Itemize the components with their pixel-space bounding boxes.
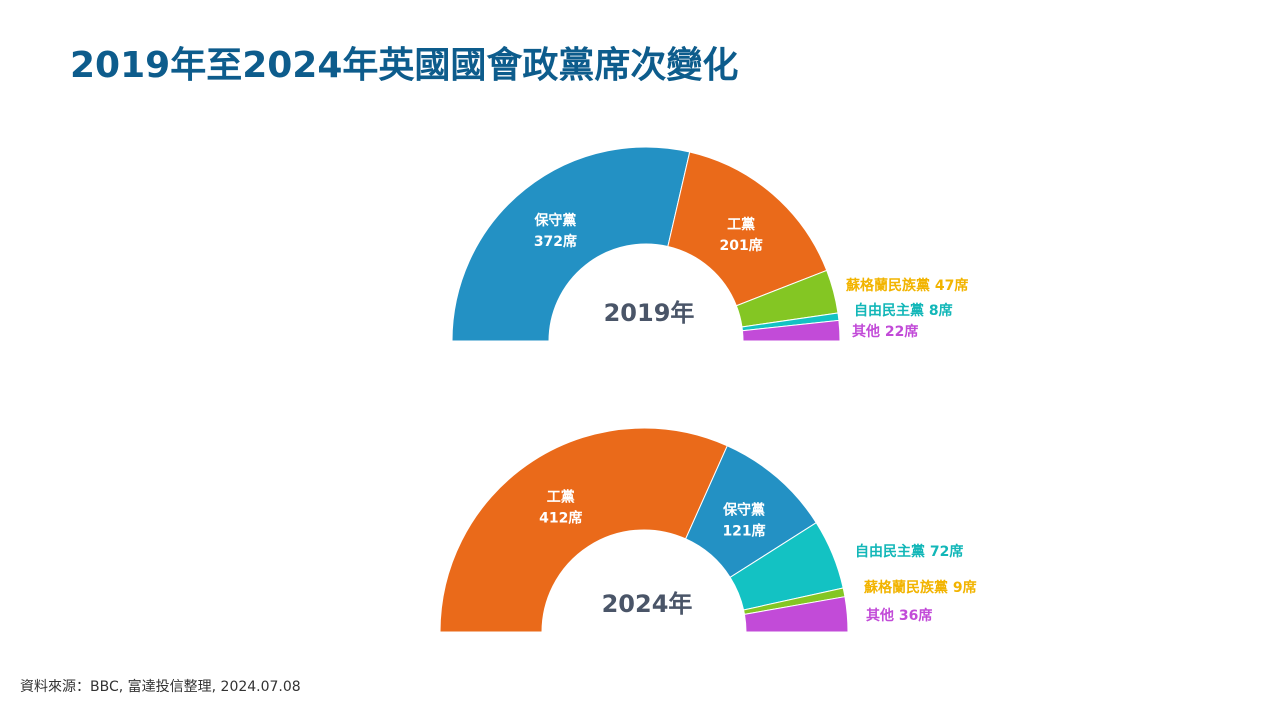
slice-party-label: 保守黨 bbox=[722, 501, 765, 518]
center-year-label: 2024年 bbox=[602, 590, 693, 618]
donut-slice bbox=[451, 146, 691, 342]
donut-slice bbox=[743, 596, 849, 633]
slice-party-label: 工黨 bbox=[547, 489, 575, 506]
slice-seats-label: 201席 bbox=[720, 237, 763, 254]
slice-party-label: 工黨 bbox=[727, 216, 755, 233]
slice-outside-label: 自由民主黨 72席 bbox=[855, 543, 963, 560]
slice-seats-label: 121席 bbox=[722, 522, 765, 539]
slice-outside-label: 其他 22席 bbox=[852, 323, 918, 340]
page-title: 2019年至2024年英國國會政黨席次變化 bbox=[70, 45, 739, 86]
donut-slice bbox=[741, 319, 841, 342]
slice-seats-label: 412席 bbox=[539, 510, 582, 527]
slice-seats-label: 372席 bbox=[534, 233, 577, 250]
donut-slice bbox=[667, 151, 828, 307]
source-note: 資料來源：BBC, 富達投信整理, 2024.07.08 bbox=[20, 679, 301, 695]
slice-outside-label: 自由民主黨 8席 bbox=[854, 302, 953, 319]
center-year-label: 2019年 bbox=[604, 299, 695, 327]
donut-slice bbox=[439, 427, 728, 633]
slice-party-label: 保守黨 bbox=[533, 212, 576, 229]
slice-outside-label: 其他 36席 bbox=[866, 607, 932, 624]
slice-outside-label: 蘇格蘭民族黨 9席 bbox=[863, 579, 977, 596]
slice-outside-label: 蘇格蘭民族黨 47席 bbox=[845, 277, 968, 294]
